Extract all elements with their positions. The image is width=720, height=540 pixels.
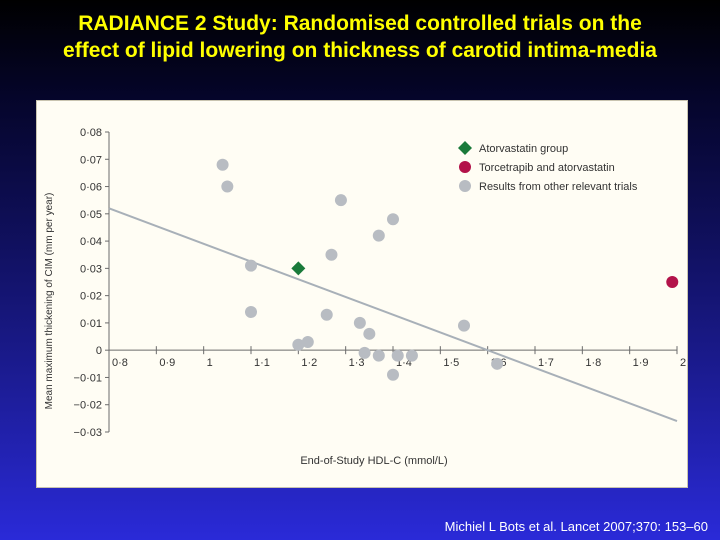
y-axis-label: Mean maximum thickening of CIM (mm per y… bbox=[44, 193, 55, 410]
y-tick-label: −0·02 bbox=[74, 400, 102, 412]
x-tick-label: 0·9 bbox=[159, 357, 175, 369]
slide-title-line-2: effect of lipid lowering on thickness of… bbox=[63, 39, 657, 62]
x-tick-label: 1·9 bbox=[633, 357, 649, 369]
data-point bbox=[325, 248, 338, 261]
legend-label: Atorvastatin group bbox=[479, 143, 568, 155]
y-tick-label: 0·05 bbox=[80, 209, 102, 221]
chart-panel: −0·03 −0·02 −0·01 0 0·01 0·02 0·03 0·04 0·05 0·06… bbox=[36, 100, 688, 488]
legend-marker bbox=[459, 180, 471, 192]
x-tick-label: 1·2 bbox=[301, 357, 317, 369]
data-point bbox=[292, 338, 305, 351]
data-point bbox=[666, 276, 679, 288]
data-point bbox=[245, 259, 257, 272]
trend-line bbox=[108, 207, 678, 423]
slide-title: RADIANCE 2 Study: Randomised controlled … bbox=[0, 10, 720, 64]
data-point bbox=[334, 194, 347, 207]
legend-marker bbox=[458, 141, 472, 155]
y-tick-label: 0·03 bbox=[80, 263, 102, 275]
x-tick-label: 1·8 bbox=[585, 357, 601, 369]
data-point bbox=[301, 336, 314, 348]
data-point bbox=[491, 357, 504, 370]
data-point bbox=[221, 180, 234, 193]
data-point bbox=[245, 306, 257, 318]
data-point bbox=[358, 346, 371, 359]
x-tick-label: 0·8 bbox=[112, 357, 128, 369]
y-tick-label: −0·01 bbox=[74, 372, 102, 384]
y-tick-label: 0·02 bbox=[80, 291, 102, 303]
x-axis-label: End-of-Study HDL-C (mmol/L) bbox=[300, 455, 447, 467]
axes-group: −0·03 −0·02 −0·01 0 0·01 0·02 0·03 0·04 0·05 0·06… bbox=[74, 127, 687, 439]
x-tick-label: 1·7 bbox=[538, 357, 554, 369]
x-tick-label: 2 bbox=[680, 357, 686, 369]
data-point bbox=[216, 158, 229, 171]
data-point bbox=[372, 349, 385, 362]
legend: Atorvastatin group Torcetrapib and atorva… bbox=[458, 141, 638, 193]
x-tick-label: 1·3 bbox=[349, 357, 365, 369]
data-point bbox=[458, 319, 470, 332]
legend-label: Results from other relevant trials bbox=[479, 181, 638, 193]
data-points-group bbox=[216, 158, 679, 381]
legend-label: Torcetrapib and atorvastatin bbox=[479, 162, 615, 174]
y-tick-label: 0·06 bbox=[80, 182, 102, 194]
data-point bbox=[405, 349, 418, 362]
legend-marker bbox=[459, 161, 471, 173]
y-tick-label: 0·07 bbox=[80, 154, 102, 166]
citation: Michiel L Bots et al. Lancet 2007;370: 1… bbox=[444, 519, 708, 534]
data-point-diamond bbox=[291, 261, 306, 276]
data-point bbox=[387, 213, 399, 226]
data-point bbox=[353, 316, 366, 329]
scatter-chart: −0·03 −0·02 −0·01 0 0·01 0·02 0·03 0·04 0·05 0·06… bbox=[44, 127, 687, 467]
y-tick-label: 0·04 bbox=[80, 236, 102, 248]
x-tick-label: 1·5 bbox=[443, 357, 459, 369]
trend-line-group bbox=[108, 207, 678, 423]
data-point bbox=[387, 368, 399, 381]
data-point bbox=[391, 349, 404, 362]
x-tick-label: 1 bbox=[207, 357, 213, 369]
data-point bbox=[372, 229, 385, 242]
slide-title-line-1: RADIANCE 2 Study: Randomised controlled … bbox=[78, 12, 642, 35]
x-tick-label: 1·1 bbox=[254, 357, 270, 369]
y-tick-label: 0 bbox=[96, 345, 102, 357]
data-point bbox=[320, 308, 333, 321]
data-point bbox=[363, 327, 376, 340]
y-tick-label: −0·03 bbox=[74, 427, 102, 439]
y-tick-label: 0·01 bbox=[80, 318, 102, 330]
y-tick-label: 0·08 bbox=[80, 127, 102, 139]
